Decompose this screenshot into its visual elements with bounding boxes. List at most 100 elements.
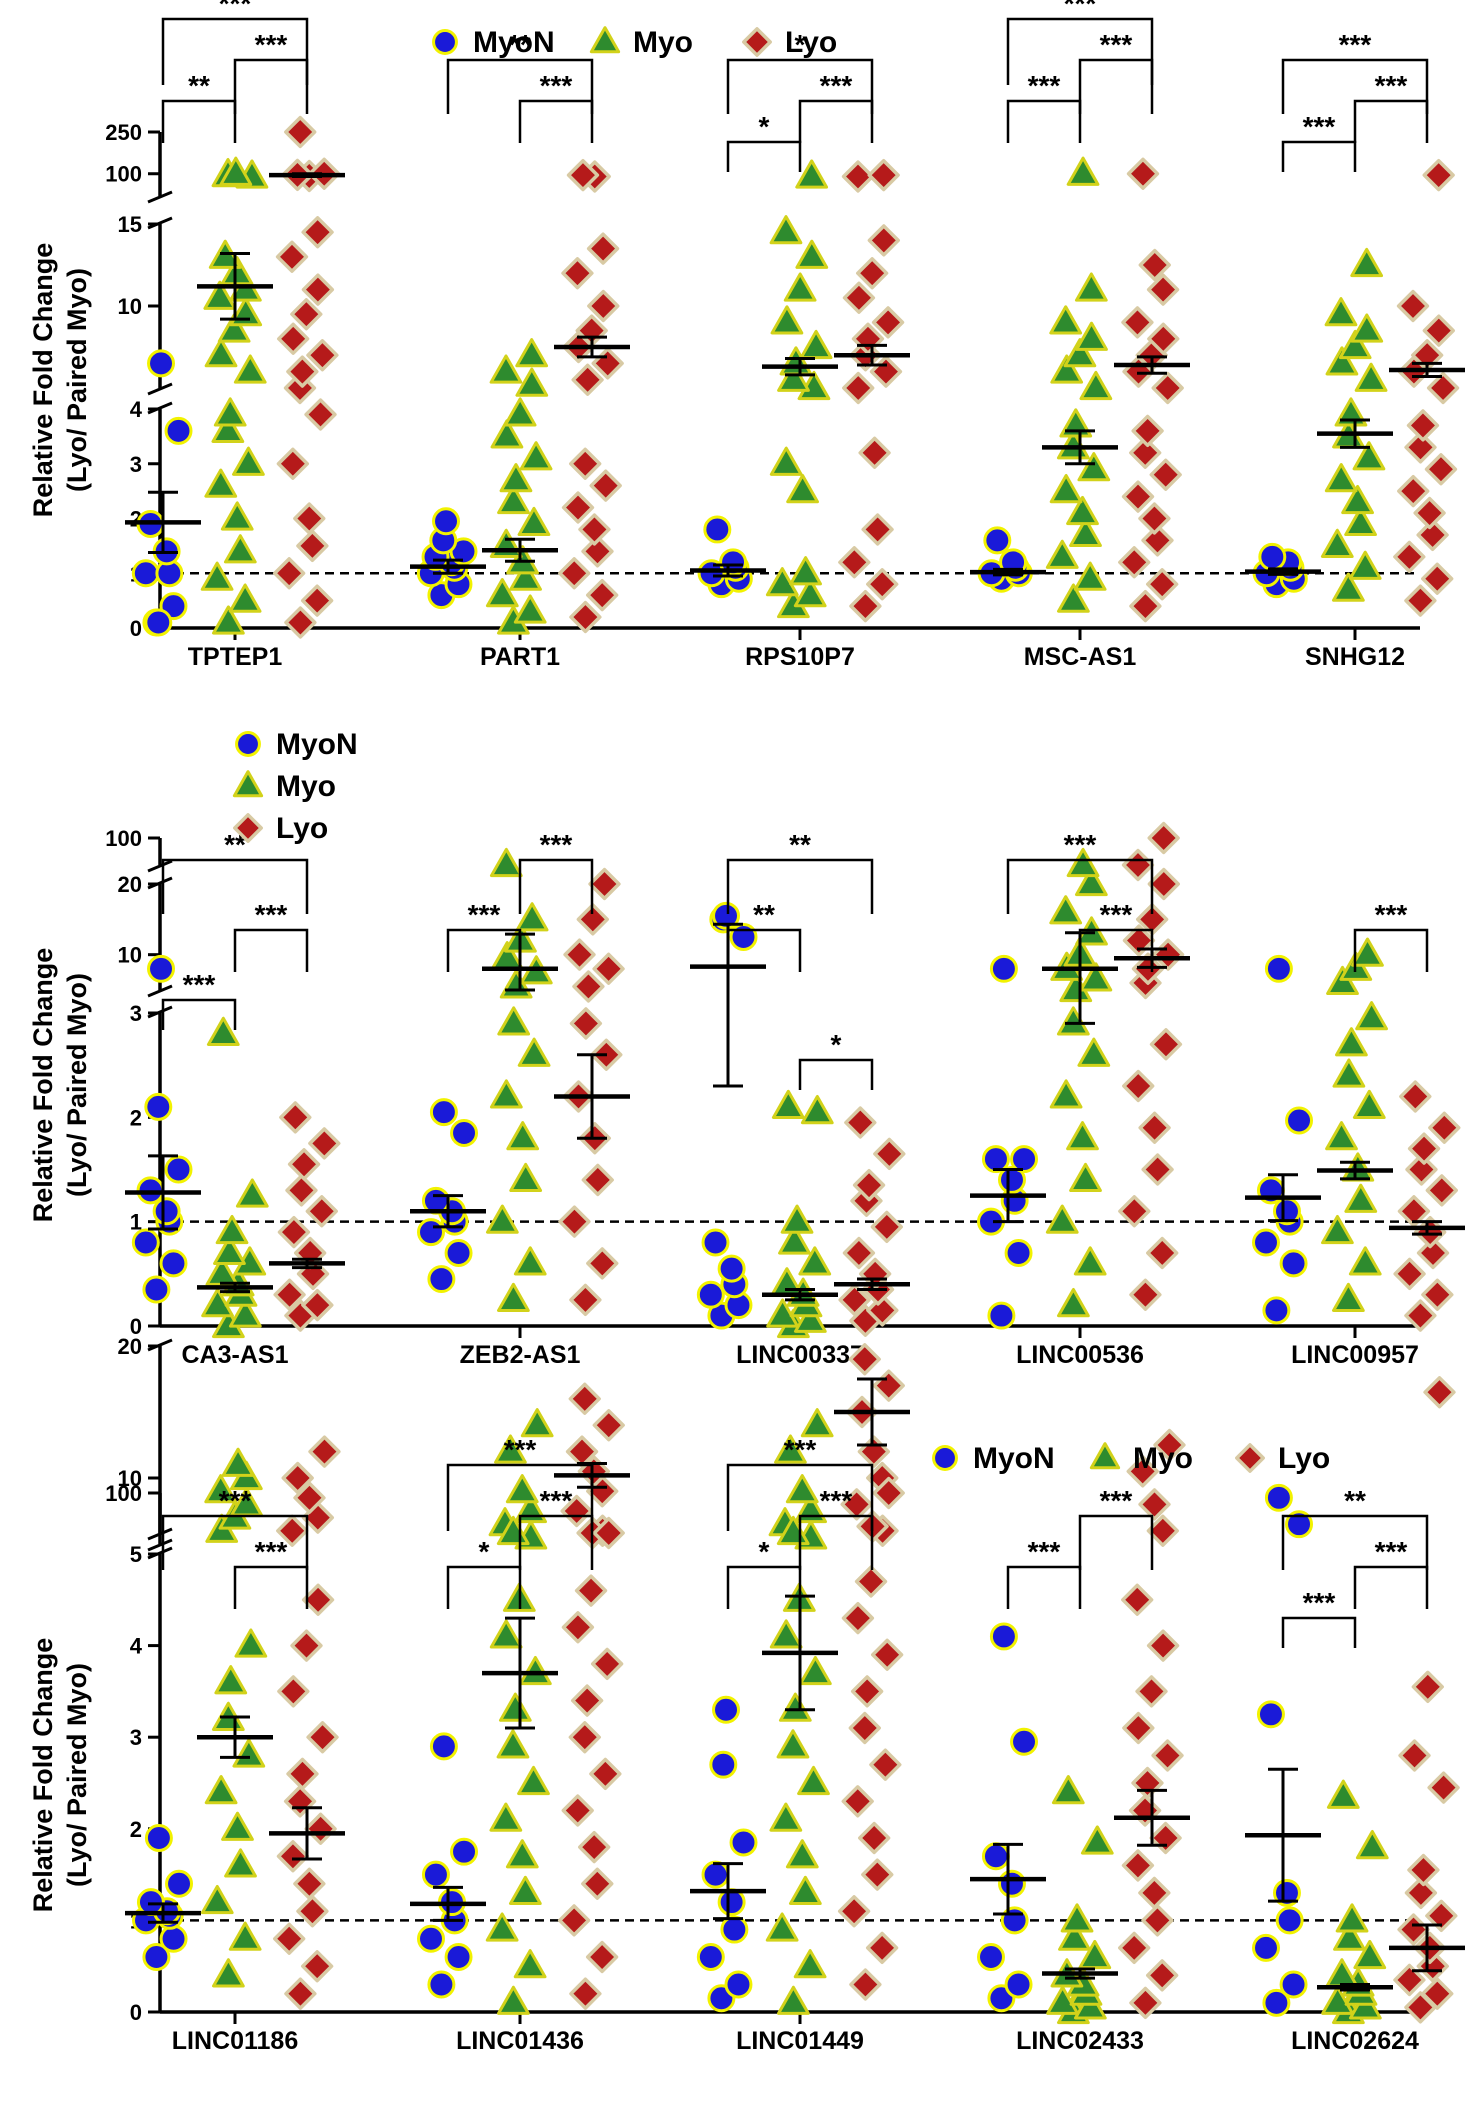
- data-point: [769, 215, 803, 245]
- data-point: [717, 1888, 746, 1917]
- data-point: [1057, 583, 1090, 613]
- data-point: [308, 1127, 341, 1160]
- data-point: [286, 1757, 319, 1790]
- data-point: [1118, 1931, 1151, 1965]
- y-axis-title-line-2: (Lyo/ Paired Myo): [62, 973, 92, 1197]
- axis-break-mark: [147, 1538, 173, 1552]
- data-point: [1344, 506, 1377, 537]
- category-group: RPS10P7: [690, 158, 910, 671]
- y-tick-label: 10: [118, 943, 142, 968]
- data-point: [1352, 441, 1386, 471]
- category-label: SNHG12: [1305, 643, 1405, 671]
- data-point: [848, 1343, 881, 1376]
- data-point: [729, 1828, 758, 1857]
- data-point: [1146, 568, 1179, 601]
- data-point: [489, 354, 523, 384]
- data-point: [587, 289, 620, 323]
- data-point: [1352, 1089, 1386, 1119]
- data-point: [585, 1940, 619, 1974]
- data-point: [284, 606, 317, 639]
- y-tick-label: 0: [130, 1314, 142, 1339]
- data-point: [224, 1848, 257, 1878]
- significance-bracket: [446, 1565, 522, 1609]
- data-point: [800, 1094, 834, 1125]
- legend-label: Lyo: [276, 812, 328, 845]
- significance-bracket: [726, 858, 874, 914]
- data-point: [1050, 354, 1084, 384]
- data-point: [1262, 1296, 1291, 1325]
- data-point: [273, 557, 306, 590]
- significance-label: *: [759, 1536, 770, 1567]
- significance-label: ***: [255, 899, 288, 930]
- data-point: [1341, 1152, 1375, 1182]
- legend-label: MyoN: [276, 728, 358, 761]
- data-point: [1321, 1985, 1354, 2015]
- data-point: [147, 349, 175, 378]
- panel-top: 012341015100250Relative Fold Change(Lyo/…: [28, 0, 1465, 671]
- data-point: [273, 1278, 306, 1311]
- data-point: [771, 1089, 805, 1119]
- data-point: [1080, 1825, 1114, 1855]
- data-point: [520, 1408, 554, 1438]
- data-point: [566, 158, 600, 192]
- data-point: [589, 1757, 622, 1790]
- data-point: [304, 1812, 337, 1845]
- data-point: [142, 1275, 171, 1304]
- data-point: [1129, 589, 1162, 623]
- data-point: [1066, 495, 1099, 526]
- data-point: [515, 902, 549, 932]
- data-point: [519, 441, 553, 471]
- data-point: [1045, 1204, 1079, 1234]
- y-tick-label: 10: [118, 1466, 142, 1491]
- significance-label: *: [795, 29, 806, 60]
- significance-label: ***: [183, 969, 216, 1000]
- data-point: [558, 557, 591, 590]
- significance-label: ***: [540, 829, 573, 860]
- data-point: [300, 584, 334, 617]
- data-point: [561, 257, 594, 290]
- data-point: [214, 1665, 248, 1695]
- data-point: [858, 436, 891, 469]
- data-point: [1121, 1849, 1155, 1882]
- data-point: [1128, 1794, 1162, 1827]
- data-point: [561, 1611, 595, 1644]
- data-point: [1324, 297, 1358, 327]
- category-label: TPTEP1: [188, 643, 283, 671]
- data-point: [581, 535, 614, 568]
- data-point: [228, 1298, 262, 1328]
- significance-label: *: [479, 1536, 490, 1567]
- category-label: MSC-AS1: [1024, 643, 1137, 671]
- data-point: [515, 367, 549, 397]
- data-point: [503, 397, 537, 427]
- legend-marker: [742, 27, 772, 57]
- data-point: [219, 156, 253, 186]
- data-point: [1051, 1775, 1085, 1805]
- data-point: [1057, 1288, 1090, 1318]
- data-point: [301, 1583, 335, 1616]
- data-point: [1332, 1282, 1365, 1313]
- category-label: LINC00957: [1291, 1341, 1419, 1369]
- data-point: [578, 1830, 611, 1864]
- data-point: [1126, 157, 1160, 190]
- data-point: [844, 1106, 877, 1139]
- data-point: [557, 1904, 591, 1937]
- data-point: [201, 1288, 234, 1318]
- data-point: [489, 847, 523, 878]
- legend-label: MyoN: [973, 1442, 1055, 1475]
- legend-label: Myo: [1133, 1442, 1193, 1475]
- data-point: [1004, 1238, 1033, 1267]
- data-point: [1069, 1162, 1102, 1193]
- data-point: [1404, 431, 1437, 464]
- data-point: [1141, 1904, 1174, 1937]
- data-point: [1153, 1428, 1186, 1462]
- significance-bracket: [161, 858, 309, 914]
- data-point: [591, 1647, 624, 1681]
- data-point: [1073, 561, 1107, 591]
- data-point: [1135, 1675, 1168, 1708]
- data-point: [1407, 1132, 1441, 1165]
- data-point: [1126, 1455, 1159, 1488]
- y-axis-title: Relative Fold Change (Lyo/ Paired Myo): [28, 243, 92, 518]
- axis-break-mark: [147, 984, 173, 998]
- legend-marker: [589, 26, 621, 54]
- y-tick-label: 1: [130, 1210, 142, 1235]
